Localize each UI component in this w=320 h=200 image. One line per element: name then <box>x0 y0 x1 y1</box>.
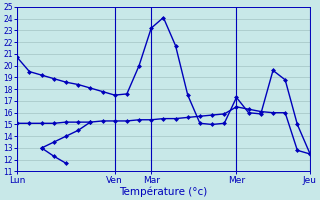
X-axis label: Température (°c): Température (°c) <box>119 186 208 197</box>
